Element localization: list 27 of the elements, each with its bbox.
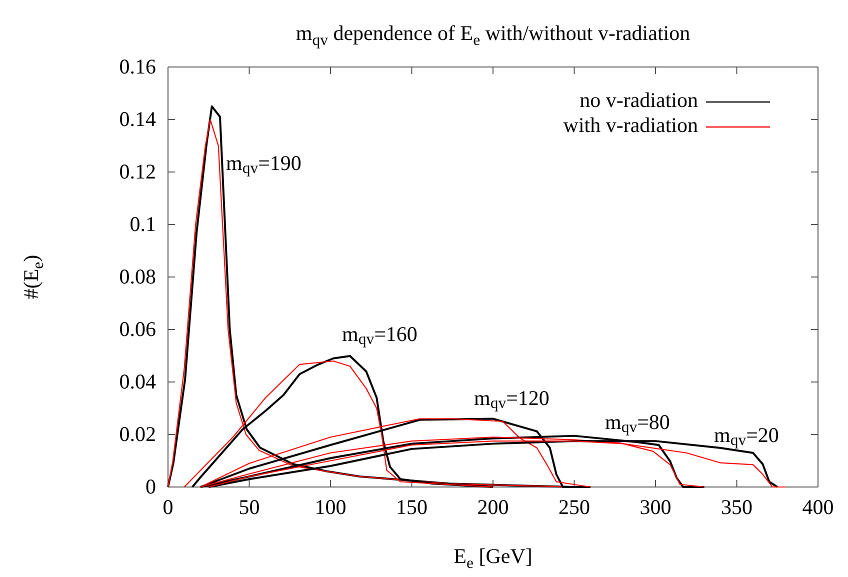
annotation: m$_{qv}$=120 [474, 386, 550, 412]
y-tick-label: 0.1 [130, 212, 156, 236]
chart-title: m$_{qv}$ dependence of E$_{e}$ with/without v-radiation [296, 21, 691, 49]
x-tick-label: 250 [558, 494, 590, 519]
legend-label: no v-radiation [580, 88, 698, 112]
x-tick-label: 150 [396, 494, 428, 519]
y-tick-label: 0.16 [119, 54, 156, 79]
annotation: m$_{qv}$=190 [226, 150, 302, 178]
annotation: m$_{qv}$=80 [605, 410, 670, 436]
x-axis-title: E$_{e}$ [GeV] [454, 544, 532, 572]
annotation: m$_{qv}$=20 [714, 422, 779, 450]
x-tick-label: 200 [477, 494, 509, 519]
x-tick-label: 0 [162, 494, 174, 519]
y-tick-label: 0.14 [119, 107, 156, 132]
y-tick-label: 0.12 [119, 160, 156, 184]
legend-label: with v-radiation [563, 112, 698, 137]
y-tick-label: 0 [146, 474, 156, 499]
y-tick-label: 0.06 [119, 317, 156, 342]
y-tick-label: 0.08 [119, 264, 156, 289]
annotation: m$_{qv}$=160 [342, 322, 418, 348]
x-tick-label: 350 [721, 494, 752, 519]
x-tick-label: 50 [238, 494, 260, 519]
x-tick-label: 100 [314, 494, 346, 519]
x-tick-label: 300 [640, 494, 672, 519]
y-tick-label: 0.04 [119, 370, 156, 394]
y-tick-label: 0.02 [119, 422, 156, 446]
x-tick-label: 400 [802, 494, 834, 519]
